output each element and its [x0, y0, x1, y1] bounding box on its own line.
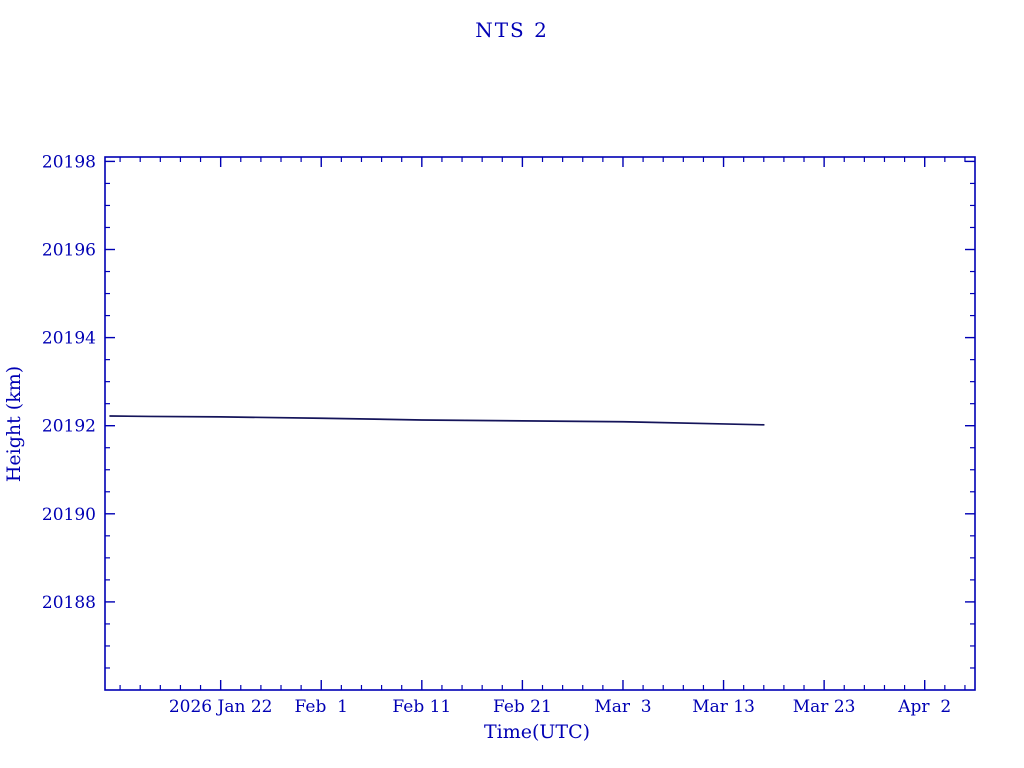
x-tick-label: 2026 Jan 22	[169, 697, 273, 717]
y-tick-label: 20198	[42, 152, 96, 172]
y-axis-label: Height (km)	[3, 366, 25, 482]
y-tick-label: 20188	[42, 593, 96, 613]
y-tick-label: 20192	[42, 417, 96, 437]
x-tick-label: Feb 21	[493, 697, 552, 717]
x-tick-label: Mar 13	[692, 697, 755, 717]
x-axis-label: Time(UTC)	[484, 721, 590, 743]
y-tick-label: 20196	[42, 241, 96, 261]
x-tick-label: Feb 1	[295, 697, 348, 717]
y-tick-label: 20190	[42, 505, 96, 525]
x-tick-label: Feb 11	[392, 697, 451, 717]
y-tick-label: 20194	[42, 329, 96, 349]
x-tick-label: Apr 2	[897, 697, 951, 717]
x-tick-label: Mar 23	[793, 697, 856, 717]
data-line-satellite-height	[109, 415, 765, 426]
x-tick-label: Mar 3	[594, 697, 651, 717]
chart-title: NTS 2	[475, 18, 549, 42]
plot-frame	[104, 156, 976, 691]
